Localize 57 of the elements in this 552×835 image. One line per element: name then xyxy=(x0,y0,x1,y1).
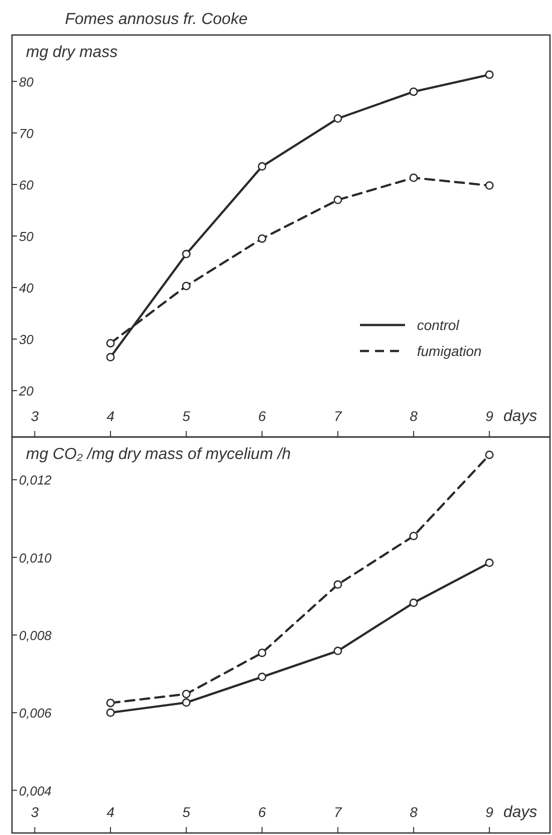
x-axis-title: days xyxy=(503,804,538,821)
x-tick-label: 5 xyxy=(182,408,190,424)
point xyxy=(182,250,191,258)
x-axis-title: days xyxy=(503,408,538,425)
point xyxy=(106,338,115,348)
y-tick-label: 60 xyxy=(19,177,34,192)
point xyxy=(106,698,115,708)
point xyxy=(106,708,115,717)
point xyxy=(182,690,191,698)
x-tick-label: 3 xyxy=(30,804,39,820)
point xyxy=(334,646,342,656)
point xyxy=(409,532,418,540)
y-tick-label: 40 xyxy=(19,280,34,296)
y-tick-label: 0,010 xyxy=(19,550,52,566)
chart-title: Fomes annosus fr. Cooke xyxy=(65,11,248,28)
point xyxy=(409,598,418,608)
x-tick-label: 7 xyxy=(334,804,343,820)
y-axis-title: mg CO₂ /mg dry mass of mycelium /h xyxy=(26,446,291,463)
point xyxy=(485,70,494,79)
x-tick-label: 9 xyxy=(485,408,494,424)
x-tick-label: 4 xyxy=(106,408,115,424)
y-tick-label: 30 xyxy=(19,332,34,348)
point xyxy=(182,282,191,290)
y-tick-label: 70 xyxy=(19,126,34,141)
x-tick-label: 5 xyxy=(182,804,190,820)
point xyxy=(334,114,342,123)
x-tick-label: 8 xyxy=(410,408,418,424)
point xyxy=(334,580,342,589)
legend-label: control xyxy=(417,317,460,333)
y-tick-label: 0,004 xyxy=(19,783,52,798)
y-tick-label: 0,006 xyxy=(19,706,52,721)
legend-label: fumigation xyxy=(417,343,482,359)
point xyxy=(182,698,191,707)
point xyxy=(485,181,494,190)
point xyxy=(258,162,266,171)
x-tick-label: 7 xyxy=(334,408,343,424)
y-tick-label: 80 xyxy=(19,74,34,90)
y-tick-label: 50 xyxy=(19,229,34,244)
point xyxy=(258,234,266,243)
x-tick-label: 6 xyxy=(258,408,266,424)
y-tick-label: 0,012 xyxy=(19,472,52,488)
y-tick-label: 0,008 xyxy=(19,628,52,643)
x-tick-label: 3 xyxy=(30,408,39,424)
point xyxy=(258,648,266,658)
y-tick-label: 20 xyxy=(18,384,34,399)
point xyxy=(409,174,418,182)
x-tick-label: 4 xyxy=(106,804,115,820)
point xyxy=(485,450,494,460)
y-axis-title: mg dry mass xyxy=(26,44,118,61)
point xyxy=(334,196,342,204)
point xyxy=(258,672,266,682)
x-tick-label: 9 xyxy=(485,804,494,820)
x-tick-label: 6 xyxy=(258,804,266,820)
x-tick-label: 8 xyxy=(410,804,418,820)
point xyxy=(409,87,418,96)
point xyxy=(106,352,115,362)
point xyxy=(485,558,494,568)
